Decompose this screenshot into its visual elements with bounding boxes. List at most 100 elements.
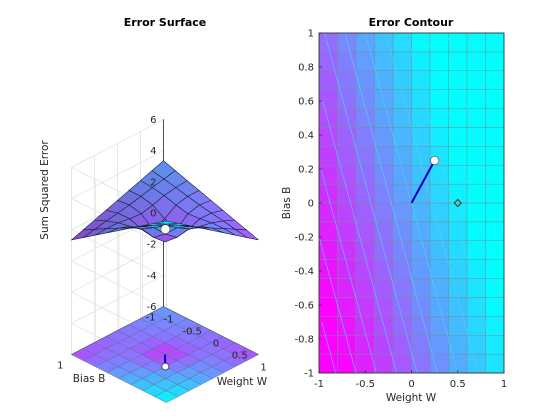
contour-mesh-cell [466,297,486,317]
contour-line [321,321,336,374]
contour-mesh-cell [355,334,375,355]
contour-descent-path [410,160,436,204]
surface-current-marker [160,224,171,234]
contour-mesh-cell [485,70,505,90]
contour-y-axis-label: Bias B [281,187,293,220]
contour-mesh-cell [392,127,412,147]
contour-mesh-cell [355,51,375,72]
contour-mesh-cell [429,32,449,53]
contour-mesh-cell [374,51,394,72]
contour-mesh-cell [355,146,375,166]
surface-w-tick-label: 0.5 [232,351,248,362]
contour-mesh-cell [318,164,338,185]
contour-line [324,32,418,374]
contour-mesh-cell [448,240,468,260]
contour-mesh-cell [485,259,505,279]
contour-line [385,32,479,374]
contour-mesh-cell [411,297,431,317]
contour-mesh-cell [355,221,375,242]
contour-mesh-cell [392,146,412,166]
contour-mesh-cell [485,334,505,355]
contour-mesh-cell [392,51,412,72]
contour-mesh-cell [485,221,505,242]
contour-mesh-cell [429,108,449,128]
surface-w-tick-label: -0.5 [182,327,202,338]
contour-mesh-cell [318,183,338,204]
contour-mesh-cell [448,278,468,298]
contour-mesh-cell [337,259,357,279]
contour-mesh-cell [374,146,394,166]
contour-mesh-cell [429,51,449,72]
contour-mesh-cell [374,127,394,147]
contour-y-tick-label: -0.2 [294,233,314,244]
contour-mesh-cell [429,240,449,260]
contour-mesh-cell [485,127,505,147]
contour-mesh-cell [392,89,412,109]
contour-y-tick-label: -0.6 [294,301,314,312]
floor-mesh-cell [154,390,179,403]
floor-current-point [161,362,170,371]
contour-mesh-cell [485,316,505,336]
contour-y-tick-label: 0.8 [298,63,314,74]
contour-mesh-cell [466,146,486,166]
contour-mesh-cell [318,70,338,90]
contour-mesh-cell [355,183,375,204]
contour-mesh-cell [411,89,431,109]
surface-b-tick-label: -1 [146,313,156,324]
contour-mesh-cell [448,297,468,317]
surface-z-axis-label: Sum Squared Error [39,140,51,240]
contour-mesh-cell [466,353,486,374]
contour-mesh-cell [337,164,357,185]
contour-line [320,168,377,374]
contour-x-axis-label: Weight W [386,392,437,404]
contour-mesh-cell [374,353,394,374]
contour-mesh-cell [318,89,338,109]
contour-mesh-cell [337,70,357,90]
contour-mesh-cell [411,334,431,355]
contour-line [322,100,398,374]
contour-path-overlay [410,156,462,208]
contour-mesh-cell [337,221,357,242]
contour-x-tick-label: 1 [501,379,507,390]
surface-w-tick-label: 1 [260,363,266,374]
contour-mesh-cell [392,297,412,317]
contour-mesh-cell [318,127,338,147]
contour-line [487,32,502,85]
contour-mesh-cell [466,202,486,223]
contour-mesh-cell [337,316,357,336]
contour-mesh-cell [355,70,375,90]
contour-mesh-cell [466,70,486,90]
contour-y-tick-label: 0 [308,199,314,210]
surface-floor-path [161,354,170,371]
contour-y-tick-label: 0.4 [298,131,314,142]
contour-current-point [430,156,440,166]
contour-mesh-cell [485,164,505,185]
contour-mesh-cell [429,297,449,317]
contour-mesh-cell [355,297,375,317]
contour-mesh-cell [392,334,412,355]
surface-z-tick-label: 0 [150,209,156,220]
contour-line [405,32,499,374]
contour-y-tick-label: 0.6 [298,97,314,108]
contour-x-tick-label: -1 [314,379,324,390]
surface-title: Error Surface [124,16,207,29]
contour-mesh-cell [429,316,449,336]
contour-lines [318,32,505,374]
contour-x-tick-label: -0.5 [355,379,375,390]
contour-mesh-cell [448,316,468,336]
contour-mesh-cell [318,316,338,336]
contour-x-tick-label: 0 [408,379,414,390]
surface-bias-axis-label: Bias B [73,373,106,385]
surface-contour-floor [71,306,259,403]
contour-mesh-cell [448,89,468,109]
contour-mesh-cell [466,334,486,355]
contour-mesh-cell [337,89,357,109]
contour-line [318,236,357,374]
contour-mesh-cell [466,127,486,147]
surface-z-tick-label: 4 [150,146,156,157]
contour-mesh-cell [466,316,486,336]
contour-mesh-cell [337,108,357,128]
contour-mesh-cell [485,240,505,260]
error-contour-panel: Error Contour -1 -0.5 0 0.5 110.80.60.40.20-… [281,16,507,404]
